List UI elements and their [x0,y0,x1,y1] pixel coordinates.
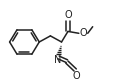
Text: O: O [79,28,87,38]
Text: O: O [72,71,80,81]
Text: N: N [54,55,61,65]
Text: O: O [64,10,72,20]
